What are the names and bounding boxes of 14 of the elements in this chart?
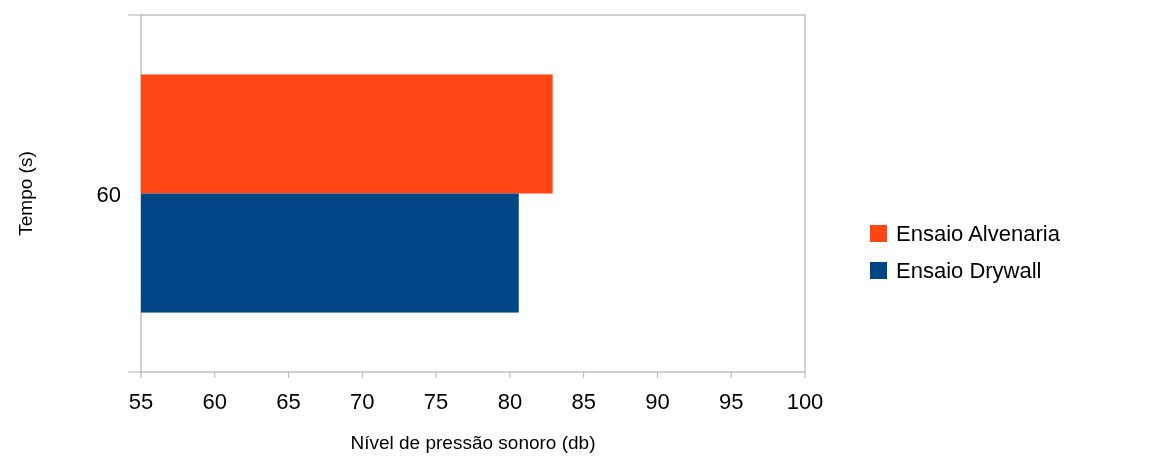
x-tick-label: 100	[786, 389, 824, 414]
legend-label: Ensaio Alvenaria	[896, 221, 1061, 246]
x-tick-label: 80	[497, 389, 523, 414]
x-tick-label: 90	[645, 389, 670, 414]
x-axis-title: Nível de pressão sonoro (db)	[350, 432, 596, 453]
x-tick-label: 70	[350, 389, 375, 414]
legend-label: Ensaio Drywall	[896, 258, 1042, 283]
x-tick-label: 65	[276, 389, 301, 414]
x-tick-label: 55	[128, 389, 154, 414]
x-tick-label: 85	[571, 389, 596, 414]
x-tick-label: 60	[202, 389, 228, 414]
x-tick-label: 75	[423, 389, 449, 414]
y-axis-title: Tempo (s)	[15, 151, 36, 236]
x-tick-label: 95	[718, 389, 744, 414]
